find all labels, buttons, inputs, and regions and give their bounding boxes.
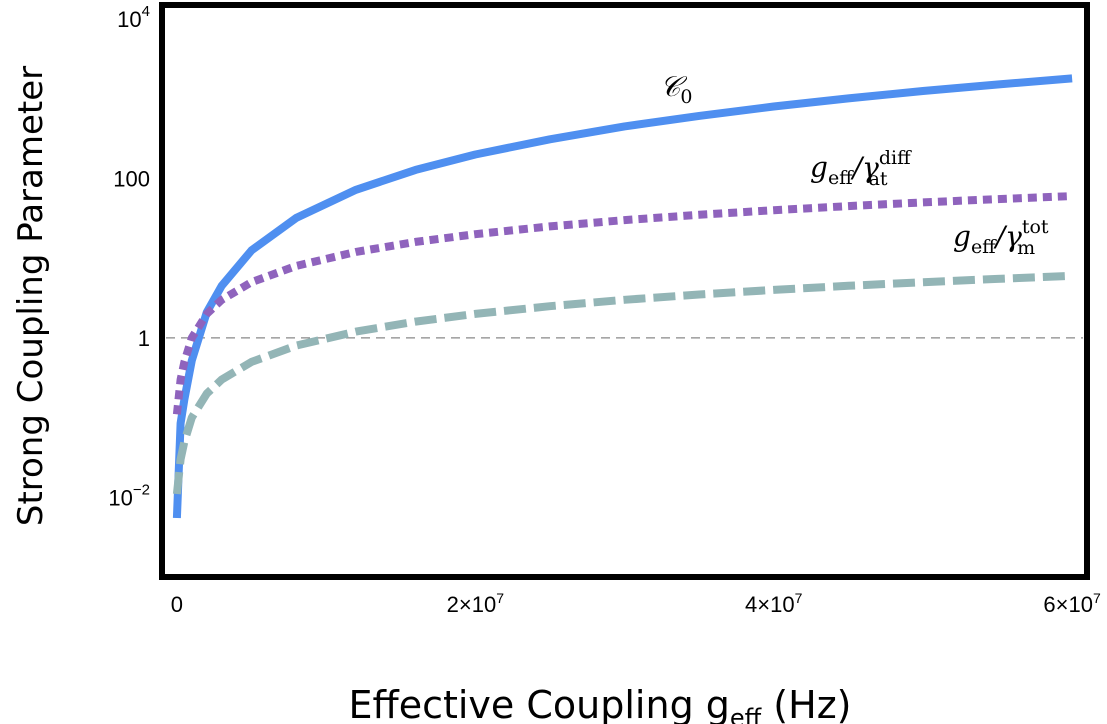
series-label-1: 𝒞0 xyxy=(660,70,693,108)
x-tick-label-2: 2×107 xyxy=(447,590,505,617)
y-tick-label-4: 104 xyxy=(117,3,150,32)
y-tick-labels: 10−2 1 100 104 xyxy=(108,3,150,510)
series-label-2: geff/γdiff at xyxy=(810,147,912,190)
series-label-3: geff/γtot m xyxy=(953,216,1049,259)
series-line-3 xyxy=(172,271,1073,495)
series-line-2 xyxy=(172,192,1073,415)
series-line-1 xyxy=(172,74,1073,519)
y-tick-label-2: 1 xyxy=(138,326,150,351)
y-tick-label-1: 10−2 xyxy=(108,481,150,510)
x-tick-label-1: 0 xyxy=(171,592,183,617)
plot-frame xyxy=(159,2,1090,580)
x-axis-title: Effective Coupling geff (Hz) xyxy=(349,683,852,724)
y-axis-title: Strong Coupling Parameter xyxy=(11,66,51,526)
x-tick-label-3: 4×107 xyxy=(745,590,803,617)
x-tick-labels: 0 2×107 4×107 6×107 xyxy=(171,590,1101,617)
x-tick-label-4: 6×107 xyxy=(1043,590,1101,617)
series-layer xyxy=(172,74,1073,519)
y-tick-label-3: 100 xyxy=(113,166,150,191)
